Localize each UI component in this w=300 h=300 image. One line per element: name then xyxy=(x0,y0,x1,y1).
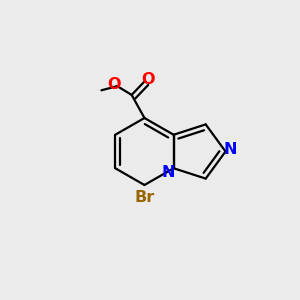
Text: N: N xyxy=(224,142,237,157)
Text: O: O xyxy=(141,72,154,87)
Text: O: O xyxy=(107,77,121,92)
Text: Br: Br xyxy=(134,190,154,205)
Text: N: N xyxy=(161,165,175,180)
